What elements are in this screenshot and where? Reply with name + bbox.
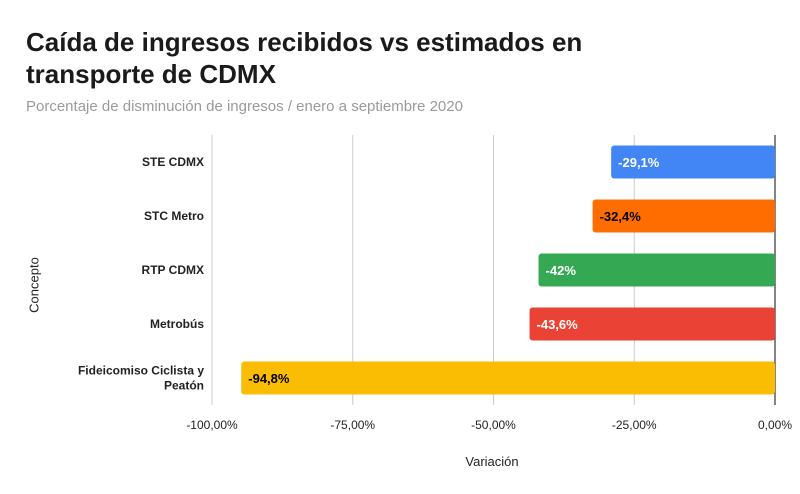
data-label-4: -94,8% <box>248 371 290 386</box>
bar-4 <box>241 361 775 395</box>
x-tick-label-3: -25,00% <box>612 418 657 432</box>
data-label-1: -32,4% <box>600 209 642 224</box>
x-tick-label-1: -75,00% <box>330 418 375 432</box>
chart-title: Caída de ingresos recibidos vs estimados… <box>26 27 583 89</box>
data-label-0: -29,1% <box>618 155 660 170</box>
category-label-3: Metrobús <box>150 317 204 331</box>
data-label-3: -43,6% <box>537 317 579 332</box>
x-tick-label-4: 0,00% <box>758 418 792 432</box>
x-tick-label-0: -100,00% <box>186 418 238 432</box>
bar-3 <box>529 307 775 341</box>
x-axis-label: Variación <box>465 454 519 469</box>
data-label-2: -42% <box>546 263 577 278</box>
category-label-0: STE CDMX <box>142 155 204 169</box>
bar-0 <box>611 145 775 179</box>
bar-2 <box>538 253 775 287</box>
category-label-2: RTP CDMX <box>142 263 204 277</box>
category-label-4-line-0: Fideicomiso Ciclista y <box>78 364 204 378</box>
category-label-1: STC Metro <box>144 209 204 223</box>
bar-1 <box>592 199 775 233</box>
category-label-4-line-1: Peatón <box>164 379 204 393</box>
chart-subtitle: Porcentaje de disminución de ingresos / … <box>26 98 463 115</box>
x-tick-label-2: -50,00% <box>471 418 516 432</box>
